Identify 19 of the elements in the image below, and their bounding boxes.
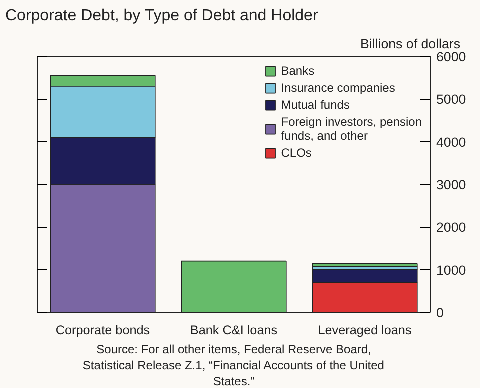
x-tick-label: Corporate bonds bbox=[56, 324, 150, 338]
y-axis-title: Billions of dollars bbox=[360, 36, 461, 52]
x-tick-label: Leveraged loans bbox=[318, 324, 412, 338]
y-tick-label: 1000 bbox=[436, 262, 466, 278]
y-tick-label: 0 bbox=[436, 306, 444, 320]
legend-label: Banks bbox=[281, 64, 315, 78]
x-tick-label: Bank C&I loans bbox=[190, 324, 278, 338]
y-tick-label: 4000 bbox=[436, 134, 466, 150]
y-tick-label: 2000 bbox=[436, 220, 466, 236]
legend-label: CLOs bbox=[281, 146, 312, 160]
bar bbox=[312, 263, 418, 268]
legend-label: Mutual funds bbox=[281, 98, 350, 112]
chart-title: Corporate Debt, by Type of Debt and Holder bbox=[6, 8, 319, 24]
y-tick-label: 3000 bbox=[436, 178, 466, 192]
source-note: Source: For all other items, Federal Reserve Board, Statistical Release Z.1, “Financial Accounts of the United States.” bbox=[82, 342, 384, 388]
legend-label: Foreign investors, pension funds, and other bbox=[281, 115, 422, 143]
legend-label: Insurance companies bbox=[281, 81, 396, 95]
y-tick-label: 5000 bbox=[436, 92, 466, 108]
y-tick-label: 6000 bbox=[436, 50, 466, 64]
